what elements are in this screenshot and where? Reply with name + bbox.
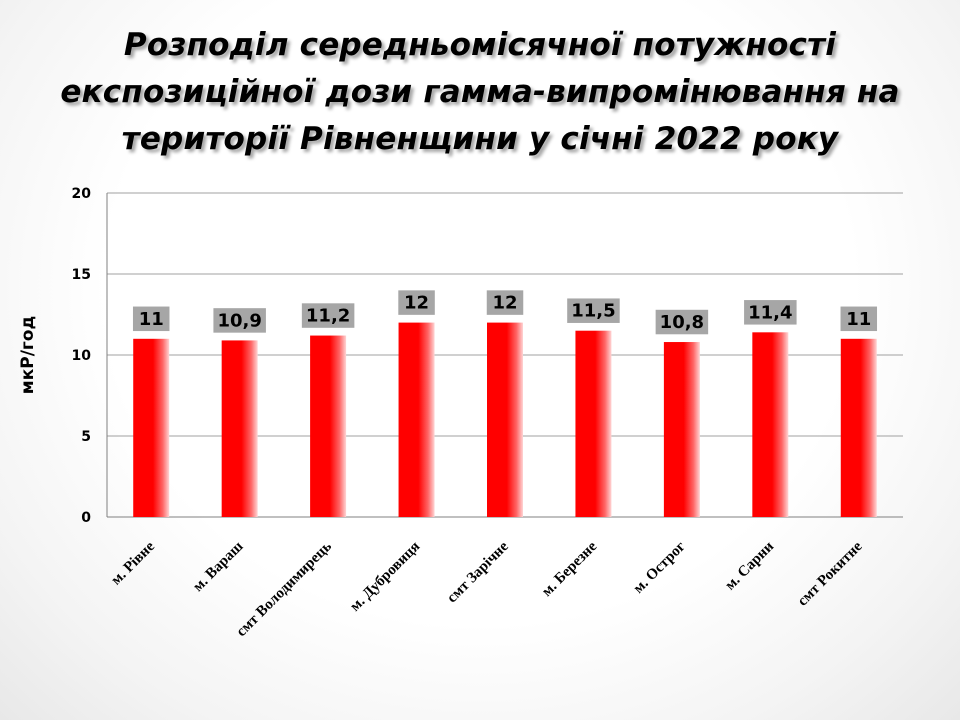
y-tick-label: 0 [81,510,91,526]
data-label-box [485,288,525,317]
bars [133,322,877,517]
data-label-box [565,296,622,325]
data-label-box [300,301,356,330]
data-label: 12 [404,293,429,314]
bar [133,338,170,517]
bar [221,340,258,517]
data-label: 10,8 [660,312,704,333]
data-label-box [839,305,879,333]
data-label: 11 [139,309,164,330]
x-tick-label: смт Рокитне [795,538,866,609]
y-tick-label: 10 [72,348,92,364]
x-tick-label: м. Рівне [108,538,158,588]
bar [310,335,347,517]
data-label: 11,5 [571,301,615,322]
chart-title: Розподіл середньомісячної потужності екс… [60,27,900,157]
bar [487,322,523,517]
x-tick-label: смт Володимирець [234,538,335,639]
y-tick-label: 20 [72,186,92,202]
data-label: 11,4 [748,302,792,323]
bar [752,332,789,517]
data-label: 12 [492,293,517,314]
data-labels: 11 10,9 11,2 12 12 11,5 10,8 11,4 11 [131,288,879,336]
data-label-box [211,306,268,335]
x-tick-label: м. Березне [539,538,600,599]
y-tick-labels: 0 5 10 15 20 [72,186,92,526]
x-tick-label: м. Сарни [722,538,777,593]
data-label-box [654,308,710,336]
bar [840,338,877,517]
data-label-box [742,298,799,327]
bar [575,330,612,517]
x-tick-label: м. Вараш [190,538,247,595]
data-label-box [131,305,171,333]
x-tick-label: м. Острог [631,538,689,596]
y-tick-label: 5 [81,429,91,445]
bar [398,322,435,517]
x-tick-label: м. Дубровиця [347,539,423,615]
data-label-box [396,288,437,317]
y-tick-label: 15 [72,267,91,283]
x-tick-label: смт Зарічне [444,538,512,606]
bar [663,342,700,517]
data-label: 11 [846,309,871,330]
data-label: 11,2 [306,306,350,327]
data-label: 10,9 [217,310,261,331]
